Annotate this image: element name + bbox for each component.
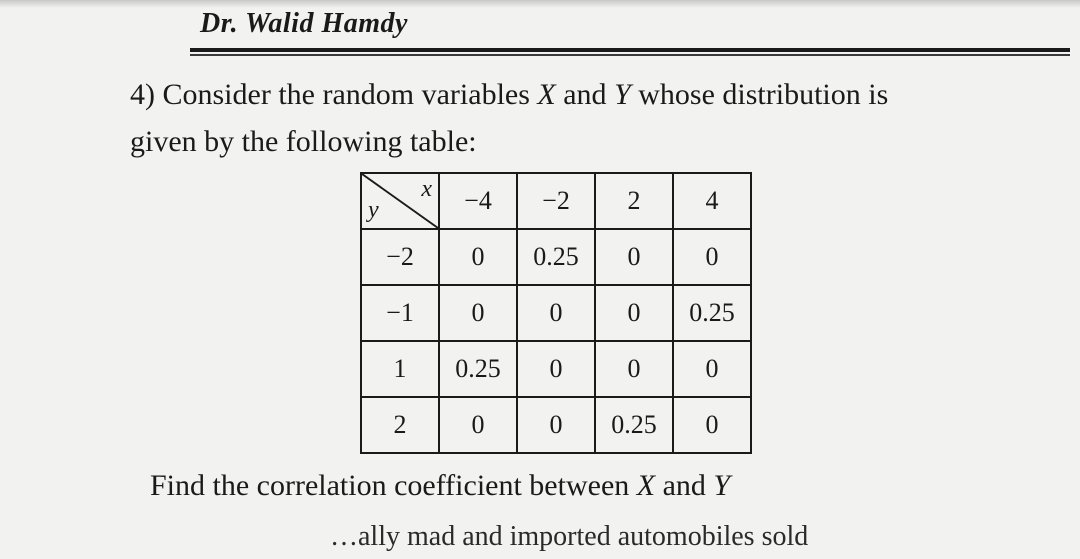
page: Dr. Walid Hamdy 4) Consider the random v… [0,0,1080,559]
cell: 0 [517,397,595,453]
y-header-1: −1 [361,285,439,341]
author-name: Dr. Walid Hamdy [200,8,408,40]
problem-line-1: 4) Consider the random variables X and Y… [130,72,1060,119]
corner-y-label: y [368,197,379,224]
problem-line-2: given by the following table: [130,119,1060,166]
y-header-0: −2 [361,229,439,285]
variable-x: X [537,78,555,111]
question-var-x: X [637,469,655,502]
question-var-y: Y [713,469,730,502]
table-row: −1 0 0 0 0.25 [361,285,751,341]
cutoff-next-problem: …ally mad and imported automobiles sold [330,521,808,553]
cell: 0 [673,229,751,285]
question-mid: and [663,469,714,502]
cell: 0 [517,341,595,397]
corner-x-label: x [421,176,432,203]
x-header-3: 4 [673,173,751,229]
cell: 0 [439,229,517,285]
joint-distribution-table: y x −4 −2 2 4 −2 0 0.25 0 0 −1 0 0 0 0.2… [360,172,752,454]
question-prefix: Find the correlation coefficient between [150,469,637,502]
cell: 0.25 [673,285,751,341]
cell: 0 [595,285,673,341]
table-row: 2 0 0 0.25 0 [361,397,751,453]
problem-statement: 4) Consider the random variables X and Y… [130,72,1060,165]
header-rule-thin [190,54,1070,56]
cell: 0 [595,229,673,285]
table-row: −2 0 0.25 0 0 [361,229,751,285]
cell: 0.25 [439,341,517,397]
distribution-table: y x −4 −2 2 4 −2 0 0.25 0 0 −1 0 0 0 0.2… [360,172,752,454]
cell: 0.25 [595,397,673,453]
problem-text-1c: whose distribution is [638,78,888,111]
x-header-2: 2 [595,173,673,229]
cell: 0 [517,285,595,341]
x-header-1: −2 [517,173,595,229]
table-row: 1 0.25 0 0 0 [361,341,751,397]
table-header-row: y x −4 −2 2 4 [361,173,751,229]
cell: 0 [673,397,751,453]
page-edge-shadow [0,0,1080,8]
question-text: Find the correlation coefficient between… [150,469,730,503]
problem-number: 4) [130,78,155,111]
cell: 0 [673,341,751,397]
x-header-0: −4 [439,173,517,229]
y-header-3: 2 [361,397,439,453]
table-corner-cell: y x [361,173,439,229]
header-rule [190,48,1070,52]
cell: 0 [439,397,517,453]
cell: 0 [439,285,517,341]
cell: 0.25 [517,229,595,285]
variable-y: Y [614,78,631,111]
problem-text-1b: and [563,78,614,111]
cell: 0 [595,341,673,397]
y-header-2: 1 [361,341,439,397]
problem-text-1a: Consider the random variables [163,78,538,111]
